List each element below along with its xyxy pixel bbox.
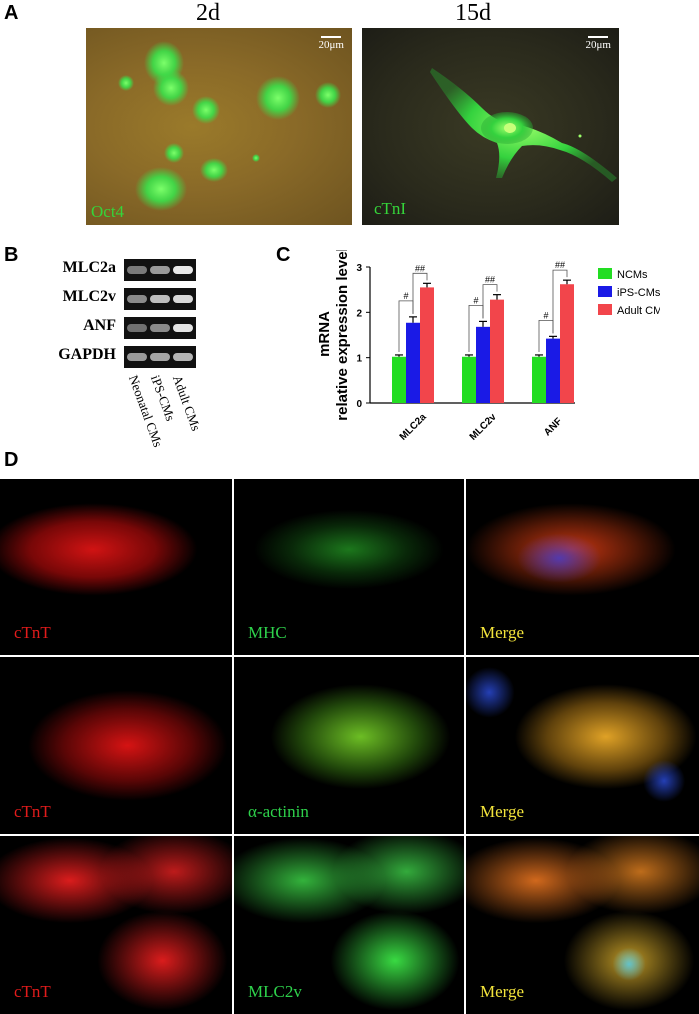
significance-mark: # [403, 291, 408, 301]
channel-label-oct4: Oct4 [91, 202, 125, 221]
lane-label: Adult CMs [169, 373, 204, 433]
significance-mark: # [543, 310, 548, 320]
gel-row-gapdh [124, 346, 196, 368]
channel-label: cTnT [14, 982, 51, 1001]
significance-bracket [482, 284, 498, 319]
y-tick-label: 2 [356, 308, 362, 319]
bar-ncms [532, 356, 546, 403]
legend-label: iPS-CMs [617, 287, 660, 299]
legend-swatch [598, 304, 612, 315]
bar-ncms [462, 356, 476, 403]
if-image-merge: Merge [466, 836, 699, 1014]
significance-mark: ## [555, 260, 565, 270]
if-image-merge: Merge [466, 479, 699, 655]
gel-row-anf [124, 317, 196, 339]
gene-label: MLC2a [62, 259, 116, 276]
gene-label: MLC2v [62, 288, 116, 305]
bar-ips-cms [406, 322, 420, 403]
y-axis-label: relative expression level [334, 250, 351, 421]
oct4-micrograph: 20μm Oct4 [86, 28, 352, 225]
panel-label-a: A [4, 2, 19, 24]
oct4-colonies [118, 41, 341, 211]
scale-bar: 20μm [319, 36, 344, 51]
channel-label: MHC [248, 623, 287, 642]
if-image-second-stain: MHC [234, 479, 464, 655]
mrna-bar-chart: mRNA relative expression level 0123MLC2a##… [316, 250, 660, 443]
bar-adult-cms [420, 287, 434, 403]
legend-swatch [598, 268, 612, 279]
if-image-second-stain: MLC2v [234, 836, 464, 1014]
if-image-merge: Merge [466, 657, 699, 834]
legend-label: NCMs [617, 269, 648, 281]
legend-swatch [598, 286, 612, 297]
x-tick-label: ANF [542, 416, 564, 438]
y-tick-label: 3 [356, 263, 362, 274]
channel-label: Merge [480, 802, 525, 821]
if-image-ctnt: cTnT [0, 836, 232, 1014]
significance-mark: ## [415, 263, 425, 273]
panel-a-right-title: 15d [455, 0, 491, 26]
bar-adult-cms [560, 284, 574, 403]
bar-ips-cms [476, 326, 490, 403]
bar-adult-cms [490, 299, 504, 403]
legend-label: Adult CMs [617, 305, 660, 317]
if-image-ctnt: cTnT [0, 479, 232, 655]
x-tick-label: MLC2a [398, 411, 429, 442]
ctni-micrograph: 20μm cTnI [362, 28, 619, 225]
x-tick-label: MLC2v [468, 411, 499, 442]
significance-mark: ## [485, 275, 495, 285]
ctni-cell [430, 68, 617, 182]
significance-bracket [552, 269, 568, 334]
channel-label: MLC2v [248, 982, 302, 1001]
scale-bar: 20μm [586, 36, 611, 51]
gel-row-mlc2a [124, 259, 196, 281]
channel-label: α-actinin [248, 802, 309, 821]
y-tick-label: 1 [356, 354, 362, 365]
y-axis-label: mRNA [316, 311, 333, 357]
gene-label: GAPDH [58, 346, 116, 363]
panel-label-c: C [276, 244, 291, 266]
panel-label-b: B [4, 244, 19, 266]
significance-mark: # [473, 295, 478, 305]
gene-label: ANF [83, 317, 116, 334]
bar-ips-cms [546, 338, 560, 403]
channel-label: cTnT [14, 623, 51, 642]
panel-a-left-title: 2d [196, 0, 220, 26]
y-tick-label: 0 [356, 399, 362, 410]
if-image-ctnt: cTnT [0, 657, 232, 834]
panel-label-d: D [4, 449, 19, 471]
channel-label: Merge [480, 982, 525, 1001]
if-image-second-stain: α-actinin [234, 657, 464, 834]
gel-row-mlc2v [124, 288, 196, 310]
channel-label: cTnT [14, 802, 51, 821]
bar-ncms [392, 356, 406, 403]
significance-bracket [412, 272, 428, 314]
channel-label: Merge [480, 623, 525, 642]
channel-label-ctni: cTnI [374, 199, 407, 218]
